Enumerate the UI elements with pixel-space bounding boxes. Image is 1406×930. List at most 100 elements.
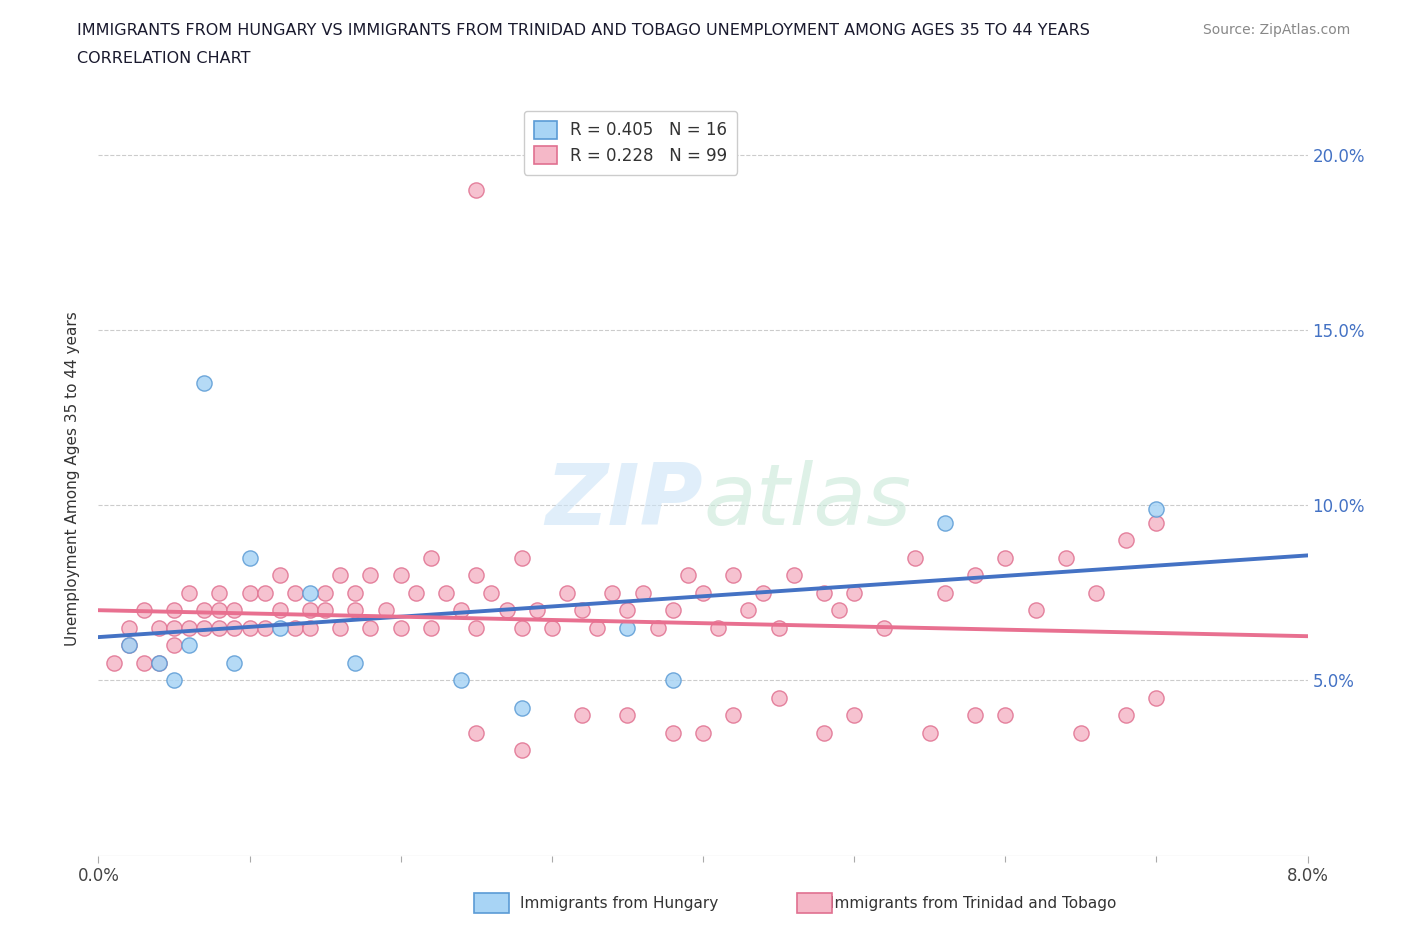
Point — [616, 708, 638, 723]
Point — [208, 585, 231, 600]
Point — [329, 620, 352, 635]
Point — [631, 585, 654, 600]
Point — [661, 673, 683, 688]
Point — [723, 708, 745, 723]
Point — [768, 690, 790, 705]
Point — [360, 568, 382, 583]
Point — [224, 656, 246, 671]
Point — [269, 603, 291, 618]
Point — [813, 725, 835, 740]
Point — [828, 603, 851, 618]
Point — [873, 620, 896, 635]
Point — [239, 551, 262, 565]
Point — [163, 638, 186, 653]
Point — [224, 603, 246, 618]
Point — [314, 603, 336, 618]
Point — [723, 568, 745, 583]
Point — [179, 585, 201, 600]
Point — [208, 603, 231, 618]
Text: IMMIGRANTS FROM HUNGARY VS IMMIGRANTS FROM TRINIDAD AND TOBAGO UNEMPLOYMENT AMON: IMMIGRANTS FROM HUNGARY VS IMMIGRANTS FR… — [77, 23, 1090, 38]
Point — [540, 620, 562, 635]
Point — [163, 603, 186, 618]
Point — [1115, 708, 1137, 723]
Point — [692, 725, 714, 740]
Point — [163, 673, 186, 688]
Point — [269, 568, 291, 583]
Point — [450, 673, 472, 688]
Y-axis label: Unemployment Among Ages 35 to 44 years: Unemployment Among Ages 35 to 44 years — [65, 312, 80, 646]
Point — [965, 568, 987, 583]
Point — [163, 620, 186, 635]
Text: Immigrants from Hungary: Immigrants from Hungary — [520, 897, 718, 911]
Point — [344, 585, 367, 600]
Point — [571, 708, 593, 723]
Point — [179, 620, 201, 635]
Legend: R = 0.405   N = 16, R = 0.228   N = 99: R = 0.405 N = 16, R = 0.228 N = 99 — [523, 111, 737, 175]
Point — [510, 743, 533, 758]
Point — [918, 725, 941, 740]
Text: Source: ZipAtlas.com: Source: ZipAtlas.com — [1202, 23, 1350, 37]
Point — [314, 585, 336, 600]
Text: atlas: atlas — [703, 460, 911, 543]
Point — [1085, 585, 1108, 600]
Point — [813, 585, 835, 600]
Point — [374, 603, 396, 618]
Point — [1146, 690, 1168, 705]
Point — [676, 568, 699, 583]
Point — [510, 701, 533, 716]
Point — [510, 551, 533, 565]
Point — [224, 620, 246, 635]
Point — [148, 656, 170, 671]
Point — [434, 585, 457, 600]
Point — [329, 568, 352, 583]
Point — [844, 585, 866, 600]
Point — [661, 725, 683, 740]
Point — [405, 585, 427, 600]
Point — [344, 656, 367, 671]
Point — [465, 568, 488, 583]
Point — [389, 568, 412, 583]
Point — [193, 603, 215, 618]
Point — [1054, 551, 1077, 565]
Point — [465, 182, 488, 197]
Point — [1115, 533, 1137, 548]
Point — [420, 551, 443, 565]
Point — [148, 620, 170, 635]
Point — [994, 551, 1017, 565]
Point — [239, 585, 262, 600]
Point — [692, 585, 714, 600]
Point — [103, 656, 125, 671]
Point — [132, 656, 155, 671]
Point — [602, 585, 624, 600]
Point — [253, 585, 276, 600]
Point — [118, 638, 141, 653]
Point — [844, 708, 866, 723]
Point — [616, 620, 638, 635]
Point — [934, 585, 956, 600]
Point — [118, 620, 141, 635]
Point — [571, 603, 593, 618]
Point — [737, 603, 759, 618]
Point — [118, 638, 141, 653]
Point — [465, 620, 488, 635]
Point — [707, 620, 730, 635]
Point — [360, 620, 382, 635]
Text: ZIP: ZIP — [546, 460, 703, 543]
Point — [647, 620, 669, 635]
Point — [148, 656, 170, 671]
Point — [586, 620, 609, 635]
Point — [344, 603, 367, 618]
Point — [904, 551, 927, 565]
Point — [1070, 725, 1092, 740]
Text: CORRELATION CHART: CORRELATION CHART — [77, 51, 250, 66]
Point — [752, 585, 775, 600]
Point — [299, 585, 322, 600]
Point — [193, 620, 215, 635]
Point — [299, 620, 322, 635]
Point — [269, 620, 291, 635]
Point — [783, 568, 806, 583]
Point — [179, 638, 201, 653]
Point — [1025, 603, 1047, 618]
Point — [934, 515, 956, 530]
Point — [526, 603, 548, 618]
